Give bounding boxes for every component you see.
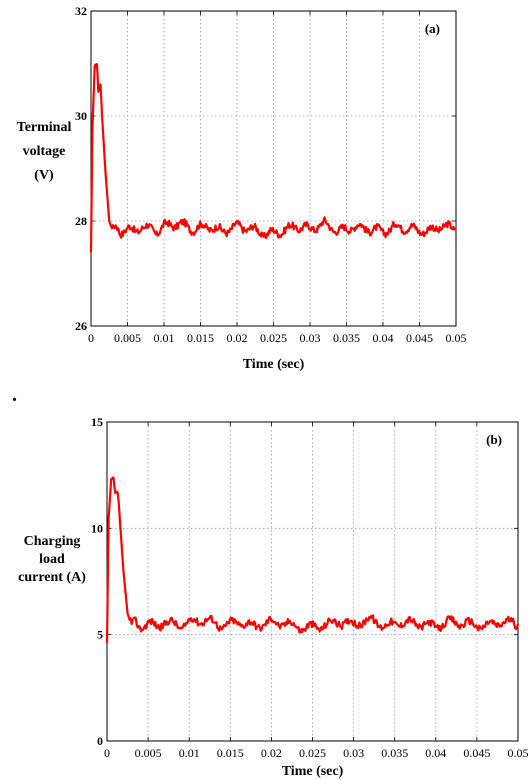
x-tick-label: 0: [88, 331, 94, 345]
y-tick-label: 32: [75, 4, 87, 18]
series-line: [89, 62, 457, 253]
y-tick-label: 28: [75, 214, 87, 228]
chart-terminal-voltage: 0 0.005 0.01 0.015 0.02 0.025 0.03 0.035 0.04 0.0…: [17, 4, 467, 372]
y-axis-label-line: load: [39, 552, 65, 567]
x-tick-label: 0.02: [227, 331, 248, 345]
x-tick-label: 0.015: [187, 331, 214, 345]
y-tick-label: 0: [97, 734, 103, 748]
x-tick-label: 0.025: [299, 746, 326, 760]
x-tick-label: 0.045: [463, 746, 490, 760]
y-axis-label-line: Charging: [24, 534, 81, 549]
x-axis-label: Time (sec): [243, 357, 305, 372]
panel-label: (b): [486, 432, 502, 447]
y-tick-label: 15: [91, 415, 103, 429]
y-axis-label-line: voltage: [23, 144, 66, 159]
x-tick-label: 0.035: [381, 746, 408, 760]
x-tick-label: 0.01: [179, 746, 200, 760]
y-tick-label: 10: [91, 521, 103, 535]
x-tick-label: 0.035: [333, 331, 360, 345]
x-tick-label: 0: [104, 746, 110, 760]
y-tick-label: 5: [97, 628, 103, 642]
plot-frame: [106, 421, 519, 742]
x-tick-label: 0.03: [343, 746, 364, 760]
x-tick-label: 0.015: [217, 746, 244, 760]
x-tick-label: 0.01: [154, 331, 175, 345]
x-tick-label: 0.045: [406, 331, 433, 345]
x-tick-label: 0.05: [508, 746, 529, 760]
x-tick-label: 0.02: [261, 746, 282, 760]
chart-charging-load-current: 0 0.005 0.01 0.015 0.02 0.025 0.03 0.035 0.04 0.0…: [18, 415, 528, 779]
x-tick-label: 0.05: [446, 331, 467, 345]
y-axis-label-line: current (A): [18, 570, 86, 585]
x-tick-label: 0.03: [300, 331, 321, 345]
x-axis-label: Time (sec): [282, 764, 344, 779]
panel-label: (a): [425, 21, 440, 36]
separator-dot: .: [12, 384, 17, 406]
x-tick-label: 0.04: [425, 746, 446, 760]
y-tick-label: 26: [75, 319, 87, 333]
x-tick-label: 0.04: [373, 331, 394, 345]
x-tick-label: 0.005: [114, 331, 141, 345]
x-tick-label: 0.025: [260, 331, 287, 345]
series-line: [105, 476, 520, 644]
y-tick-label: 30: [75, 109, 87, 123]
y-axis-label-line: (V): [34, 168, 54, 183]
x-tick-label: 0.005: [135, 746, 162, 760]
y-axis-label-line: Terminal: [17, 120, 72, 135]
